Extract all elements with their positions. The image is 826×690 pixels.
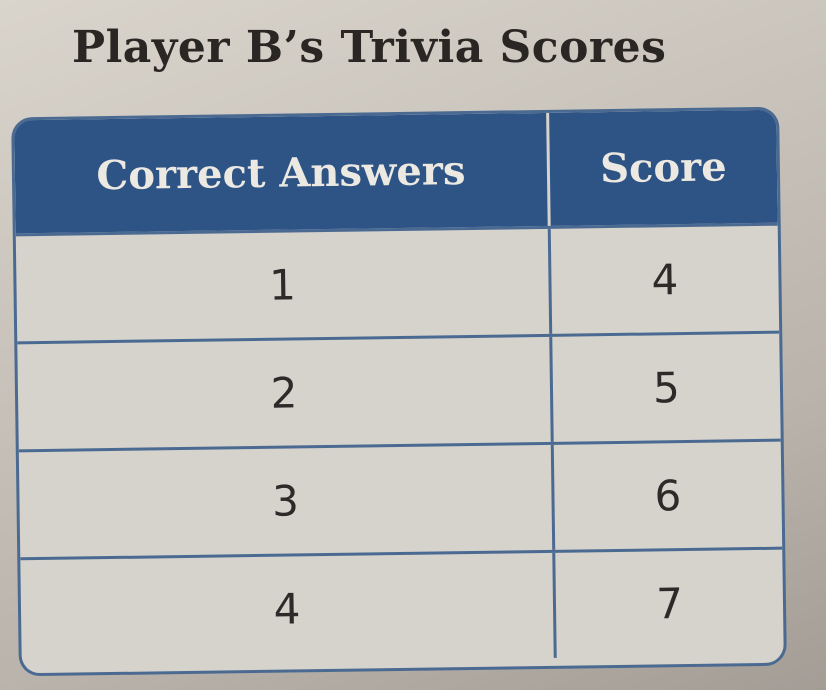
header-score: Score bbox=[599, 143, 727, 193]
score-cell: 5 bbox=[652, 363, 681, 413]
score-cell: 6 bbox=[654, 471, 682, 521]
correct-answers-cell: 4 bbox=[20, 552, 557, 666]
score-cell: 4 bbox=[651, 255, 679, 305]
score-cell: 7 bbox=[655, 579, 684, 629]
correct-answers-cell: 3 bbox=[18, 444, 556, 558]
correct-answers-cell: 1 bbox=[15, 228, 553, 342]
table-header: Correct Answers Score bbox=[14, 109, 778, 234]
header-correct-answers: Correct Answers bbox=[14, 112, 551, 234]
table-title: Player B’s Trivia Scores bbox=[72, 22, 667, 73]
correct-answers-cell: 2 bbox=[17, 336, 554, 450]
